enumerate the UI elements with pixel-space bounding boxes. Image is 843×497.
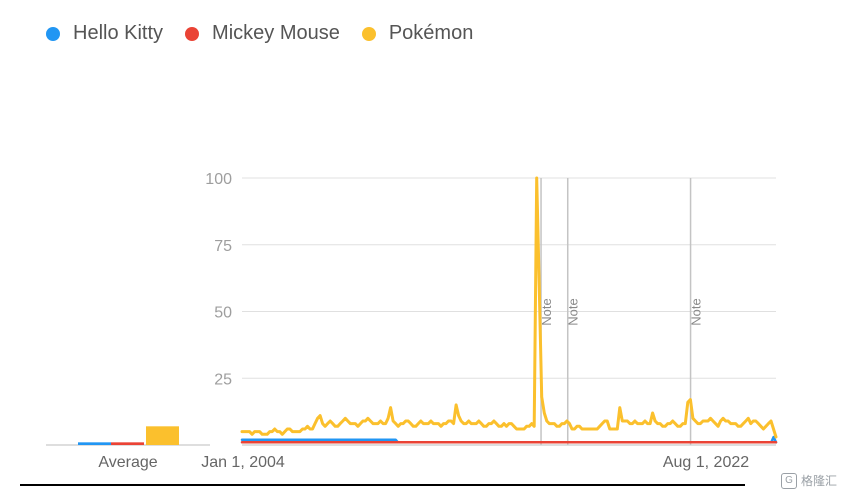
legend-item-pokemon[interactable]: Pokémon — [361, 22, 474, 45]
legend-label-hello-kitty: Hello Kitty — [73, 22, 164, 44]
average-bar-pok-mon — [146, 426, 179, 445]
legend-item-hello-kitty[interactable]: Hello Kitty — [46, 22, 163, 45]
legend-swatch-mickey-mouse — [185, 26, 200, 41]
x-tick-label-end: Aug 1, 2022 — [663, 454, 749, 471]
y-tick-label-25: 25 — [214, 371, 232, 388]
legend-swatch-pokemon — [361, 26, 376, 41]
legend-swatch-hello-kitty — [46, 26, 60, 41]
y-tick-label-75: 75 — [214, 238, 232, 255]
legend-label-pokemon: Pokémon — [388, 22, 474, 44]
y-tick-label-100: 100 — [205, 171, 232, 188]
watermark-text: 格隆汇 — [800, 474, 837, 488]
note-label-2: Note — [689, 298, 704, 325]
average-bar-hello-kitty — [78, 442, 111, 445]
watermark: G 格隆汇 — [780, 472, 837, 489]
note-label-1: Note — [566, 298, 581, 325]
legend-item-mickey-mouse[interactable]: Mickey Mouse — [185, 22, 340, 45]
legend-label-mickey-mouse: Mickey Mouse — [212, 22, 340, 44]
legend: Hello Kitty Mickey Mouse Pokémon — [46, 22, 495, 45]
average-label: Average — [98, 454, 157, 471]
y-tick-label-50: 50 — [214, 305, 232, 322]
watermark-logo-icon: G — [780, 472, 797, 489]
series-line-pok-mon — [240, 176, 778, 439]
note-label-0: Note — [539, 298, 554, 325]
x-tick-label-start: Jan 1, 2004 — [201, 454, 285, 471]
average-bar-mickey-mouse — [111, 442, 144, 445]
